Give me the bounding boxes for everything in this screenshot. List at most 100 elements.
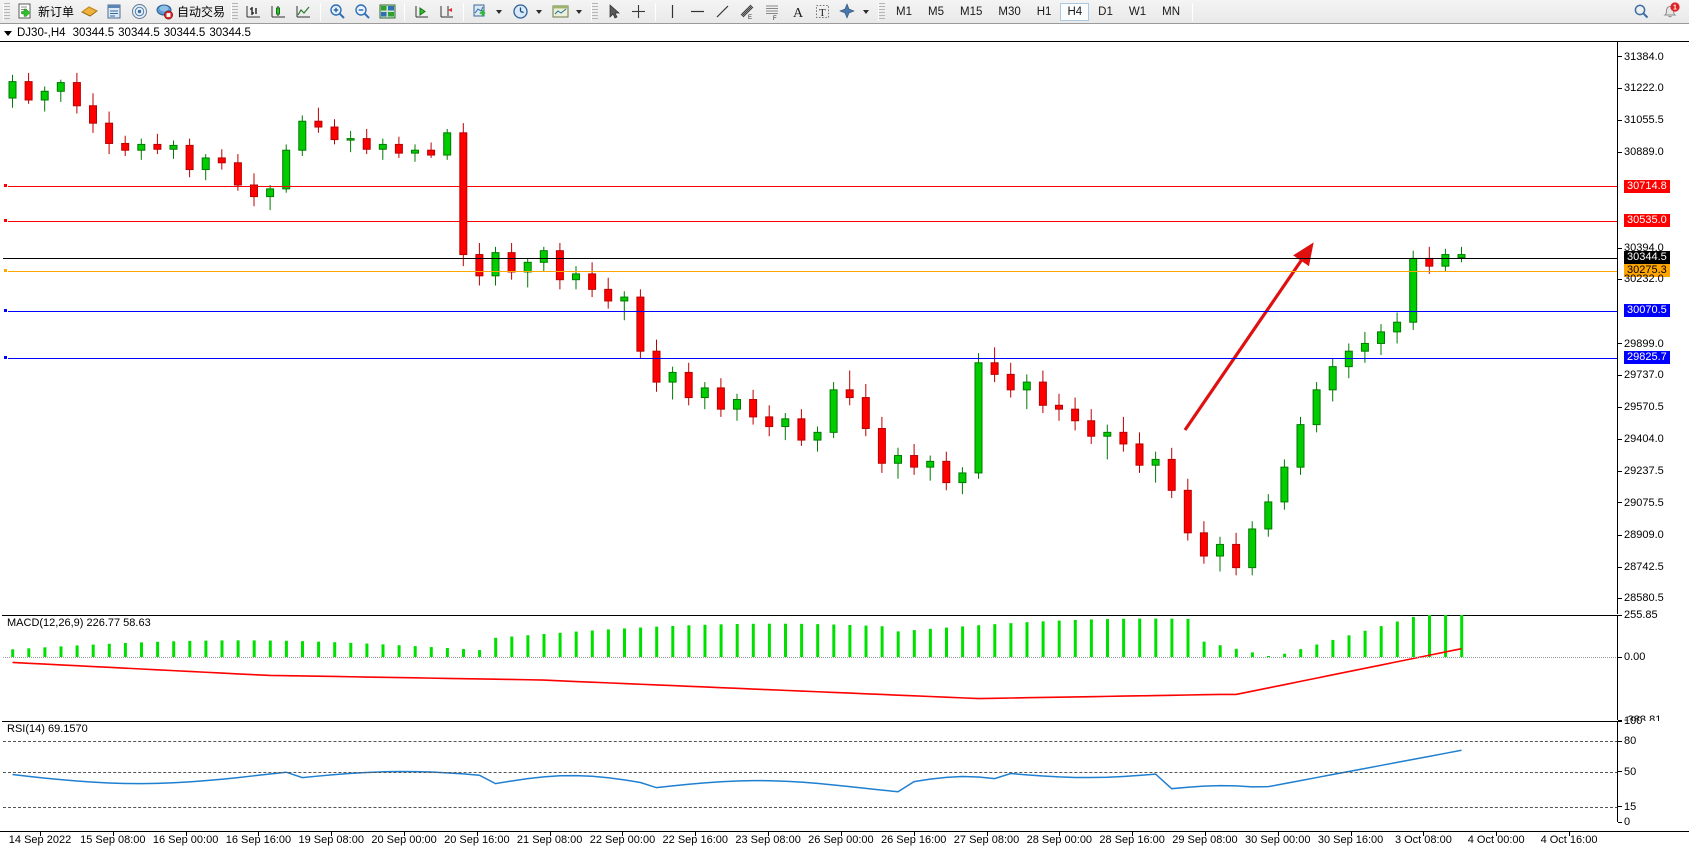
toolbar-grip-4[interactable] (878, 2, 886, 21)
timeframe-d1[interactable]: D1 (1098, 5, 1113, 18)
macd-histogram-bar (558, 632, 562, 657)
trendline-button[interactable] (710, 1, 735, 23)
chart-menu-arrow-icon[interactable] (4, 30, 12, 36)
price-line-resistance[interactable] (3, 220, 1617, 222)
timeframe-m30[interactable]: M30 (998, 5, 1021, 18)
price-level-label-last-price[interactable]: 30344.5 (1624, 251, 1670, 265)
indicators-dropdown-arrow[interactable] (496, 9, 503, 14)
indicators-button[interactable] (468, 1, 508, 23)
templates-dropdown-arrow[interactable] (576, 9, 583, 14)
macd-histogram-bar (1460, 615, 1464, 657)
rsi-plot[interactable] (3, 721, 1617, 822)
zoom-in-button[interactable] (325, 1, 350, 23)
rsi-panel-divider (2, 721, 1617, 722)
candlestick-chart-button[interactable] (266, 1, 291, 23)
rsi-axis[interactable]: 100 80 50 15 0 (1617, 715, 1689, 828)
candlestick (105, 111, 114, 155)
rsi-panel[interactable]: RSI(14) 69.1570 100 80 50 15 0 (1, 715, 1689, 828)
periods-dropdown-arrow[interactable] (536, 9, 543, 14)
crosshair-button[interactable] (626, 1, 651, 23)
price-level-label-bid-ask[interactable]: 30275.3 (1624, 264, 1670, 278)
price-line-support[interactable] (3, 357, 1617, 359)
macd-histogram-bar (220, 640, 224, 657)
price-line-handle[interactable] (3, 267, 8, 273)
toolbar-grip-3[interactable] (591, 2, 599, 21)
search-button[interactable] (1629, 1, 1654, 23)
timeframe-mn[interactable]: MN (1162, 5, 1180, 18)
time-axis[interactable]: 14 Sep 2022 15 Sep 08:00 16 Sep 00:00 16 Se… (0, 831, 1689, 851)
chart-shift-icon (437, 2, 456, 21)
arrows-button[interactable] (835, 1, 875, 23)
price-level-label-support[interactable]: 30070.5 (1624, 304, 1670, 317)
indicators-icon (471, 2, 490, 21)
cursor-button[interactable] (601, 1, 626, 23)
arrows-dropdown-arrow[interactable] (863, 9, 870, 14)
macd-panel[interactable]: MACD(12,26,9) 226.77 58.63 255.85 0.00 -38… (1, 609, 1689, 726)
price-level-label-support[interactable]: 29825.7 (1624, 351, 1670, 365)
toolbar-grip[interactable] (3, 2, 10, 21)
timeframe-h1[interactable]: H1 (1036, 5, 1052, 18)
candlestick (652, 339, 661, 392)
templates-button[interactable] (548, 1, 588, 23)
rsi-line-svg (12, 749, 1462, 793)
signals-button[interactable] (127, 1, 152, 23)
rsi-level-line-80 (3, 741, 1617, 743)
price-level-label-resistance[interactable]: 30535.0 (1624, 214, 1670, 228)
notifications-button[interactable]: 1 (1658, 1, 1683, 23)
toolbar-grip-2[interactable] (231, 2, 239, 21)
macd-axis[interactable]: 255.85 0.00 -383.81 (1617, 609, 1689, 726)
price-line-handle[interactable] (3, 217, 8, 223)
candlestick (797, 409, 806, 446)
time-axis-mark (768, 832, 770, 836)
macd-histogram-bar (1138, 618, 1142, 657)
vertical-line-button[interactable] (660, 1, 685, 23)
market-watch-button[interactable] (375, 1, 400, 23)
timeframe-h4[interactable]: H4 (1060, 2, 1090, 21)
zoom-out-button[interactable] (350, 1, 375, 23)
new-order-button[interactable]: 新订单 (13, 1, 77, 23)
price-line-handle[interactable] (3, 354, 8, 360)
equidistant-channel-button[interactable]: E (735, 1, 760, 23)
chart-shift-button[interactable] (434, 1, 459, 23)
timeframe-m5[interactable]: M5 (928, 5, 944, 18)
price-line-support[interactable] (3, 310, 1617, 312)
line-chart-button[interactable] (291, 1, 316, 23)
price-plot[interactable] (3, 42, 1617, 614)
timeframe-m15[interactable]: M15 (960, 5, 983, 18)
macd-histogram-bar (1267, 655, 1270, 657)
macd-histogram-bar (91, 644, 95, 657)
candlestick (1393, 312, 1402, 344)
time-axis-tick: 29 Sep 08:00 (1172, 834, 1238, 846)
fibonacci-button[interactable]: F (760, 1, 785, 23)
text-button[interactable]: A (785, 1, 810, 23)
chart-area[interactable]: 31384.0 31222.0 31055.5 30889.0 30714.8 30535… (0, 42, 1689, 831)
label-button[interactable]: T (810, 1, 835, 23)
toolbar-separator-4 (655, 2, 657, 21)
price-line-last-price[interactable] (3, 257, 1617, 259)
price-level-label-resistance[interactable]: 30714.8 (1624, 179, 1670, 193)
price-line-handle[interactable] (3, 183, 8, 188)
price-line-handle[interactable] (3, 307, 8, 313)
auto-scroll-button[interactable] (409, 1, 434, 23)
time-axis-tick: 16 Sep 00:00 (152, 834, 219, 846)
svg-text:T: T (819, 7, 826, 19)
expert-advisors-button[interactable] (77, 1, 102, 23)
time-axis-tick: 28 Sep 00:00 (1026, 834, 1093, 846)
price-line-bid-ask[interactable] (3, 270, 1617, 272)
time-axis-tick: 3 Oct 08:00 (1394, 834, 1452, 846)
price-axis[interactable]: 31384.0 31222.0 31055.5 30889.0 30714.8 30535… (1617, 42, 1689, 614)
periods-button[interactable] (508, 1, 548, 23)
timeframe-w1[interactable]: W1 (1128, 5, 1147, 18)
horizontal-line-button[interactable] (685, 1, 710, 23)
macd-histogram-bar (204, 640, 208, 657)
macd-plot[interactable] (3, 615, 1617, 720)
timeframe-m1[interactable]: M1 (896, 5, 913, 18)
price-line-resistance[interactable] (3, 186, 1617, 187)
macd-histogram-bar (284, 640, 288, 657)
market-watch-icon (378, 2, 397, 21)
auto-trading-button[interactable]: 自动交易 (152, 1, 228, 23)
price-panel[interactable]: 31384.0 31222.0 31055.5 30889.0 30714.8 30535… (1, 42, 1689, 614)
bar-chart-button[interactable] (241, 1, 266, 23)
data-window-button[interactable] (102, 1, 127, 23)
candlestick (266, 185, 275, 211)
